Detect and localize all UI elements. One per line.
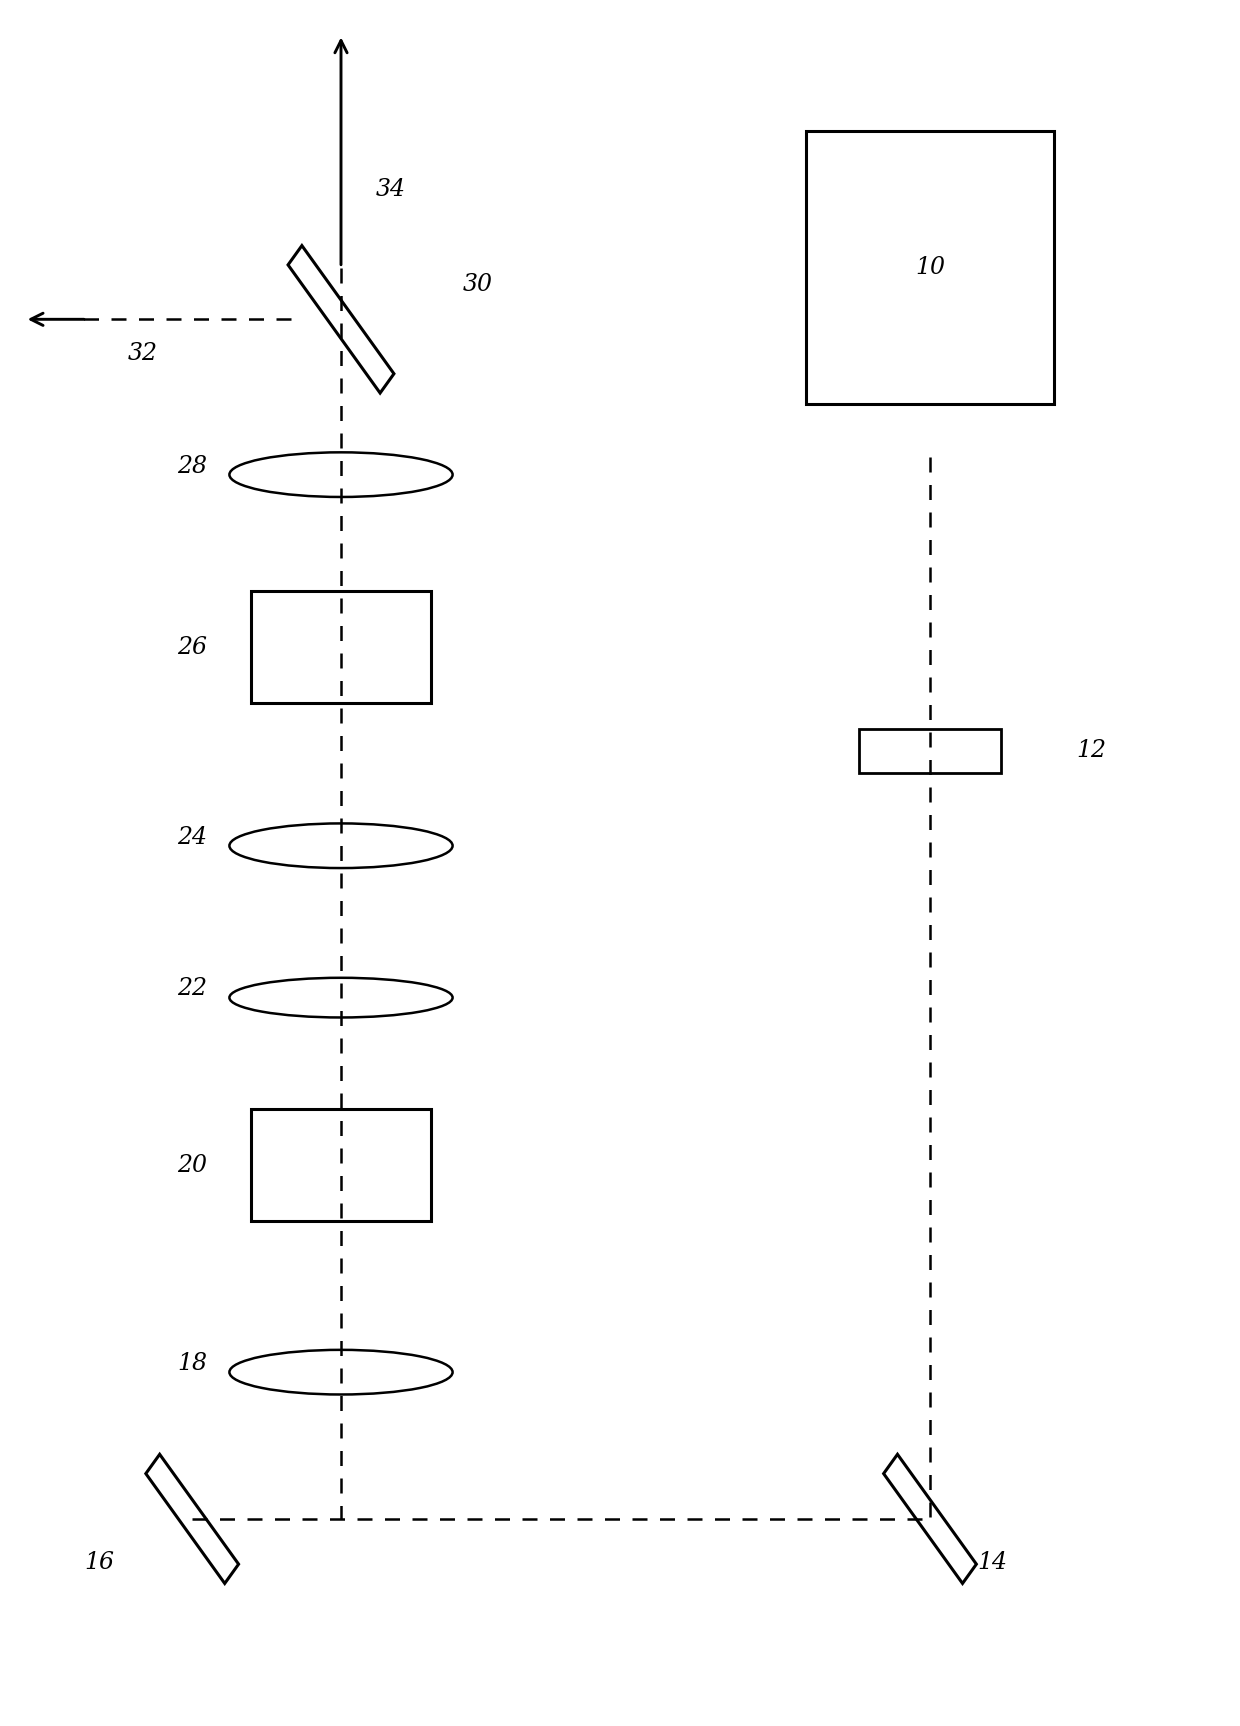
Text: 18: 18 [177, 1351, 207, 1376]
Text: 32: 32 [128, 342, 157, 366]
Text: 20: 20 [177, 1153, 207, 1177]
Polygon shape [146, 1455, 238, 1583]
Text: 24: 24 [177, 825, 207, 849]
Polygon shape [288, 245, 394, 394]
Text: 16: 16 [84, 1550, 114, 1574]
Text: 28: 28 [177, 454, 207, 478]
Bar [858, 728, 1002, 773]
Text: 34: 34 [376, 178, 405, 202]
Text: 14: 14 [977, 1550, 1007, 1574]
Text: 26: 26 [177, 635, 207, 659]
Bar [250, 592, 432, 702]
Ellipse shape [229, 979, 453, 1017]
Text: 12: 12 [1076, 739, 1106, 763]
Polygon shape [884, 1455, 976, 1583]
Bar [250, 1110, 432, 1220]
Ellipse shape [229, 823, 453, 868]
Text: 30: 30 [463, 273, 492, 297]
Text: 10: 10 [915, 255, 945, 280]
Ellipse shape [229, 1350, 453, 1395]
Ellipse shape [229, 452, 453, 497]
Text: 22: 22 [177, 977, 207, 1001]
Bar [806, 131, 1054, 404]
